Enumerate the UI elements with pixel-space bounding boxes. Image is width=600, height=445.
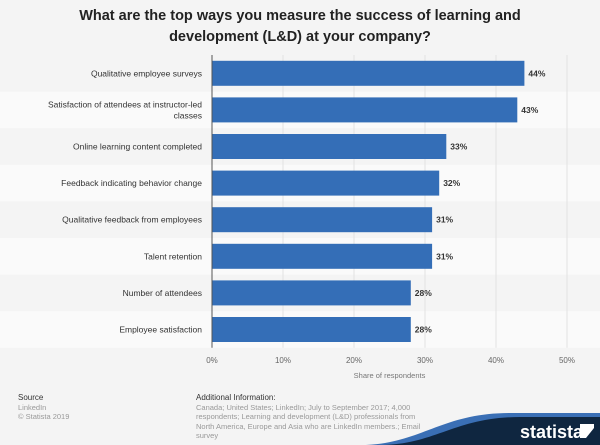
value-label: 33%: [450, 142, 467, 152]
value-label: 31%: [436, 215, 453, 225]
bar: [212, 243, 433, 269]
value-label: 32%: [443, 178, 460, 188]
x-tick-label: 30%: [417, 356, 433, 365]
info-line: respondents; Learning and development (L…: [196, 412, 416, 422]
info-line: Canada; United States; LinkedIn; July to…: [196, 402, 411, 412]
info-line: North America, Europe and Asia who are L…: [196, 421, 421, 431]
source-block: Source LinkedIn © Statista 2019: [18, 393, 69, 422]
bar: [212, 207, 433, 233]
chart-title: What are the top ways you measure the su…: [79, 8, 521, 45]
info-heading: Additional Information:: [196, 393, 276, 402]
additional-info-block: Additional Information: Canada; United S…: [196, 393, 420, 441]
bar: [212, 317, 411, 342]
x-tick-label: 10%: [275, 356, 291, 365]
category-label: Online learning content completed: [73, 142, 202, 152]
value-label: 28%: [415, 325, 432, 335]
bar-chart: 0% 10% 20% 30% 40% 50% Share of respondents 44%…: [47, 55, 576, 380]
value-label: 31%: [436, 251, 453, 261]
category-label: Satisfaction of attendees at instructor-…: [48, 99, 202, 109]
x-tick-label: 0%: [206, 356, 218, 365]
x-tick-label: 20%: [346, 356, 362, 365]
category-label: Qualitative feedback from employees: [62, 215, 202, 225]
info-line: survey: [196, 431, 219, 441]
category-label: Number of attendees: [123, 288, 202, 298]
statista-logo[interactable]: statista: [360, 405, 600, 445]
x-tick-label: 40%: [488, 356, 504, 365]
bar: [212, 170, 440, 196]
copyright-line: © Statista 2019: [18, 412, 70, 422]
logo-text: statista: [520, 422, 584, 442]
source-heading: Source: [18, 393, 44, 402]
source-line[interactable]: LinkedIn: [18, 402, 47, 412]
category-label: Feedback indicating behavior change: [61, 178, 202, 188]
x-tick-label: 50%: [559, 356, 575, 365]
category-label: Qualitative employee surveys: [91, 68, 202, 78]
value-label: 43%: [521, 105, 538, 115]
value-label: 28%: [415, 288, 432, 298]
category-label: classes: [174, 110, 202, 120]
bar: [212, 97, 518, 123]
category-label: Talent retention: [144, 251, 202, 261]
bar: [212, 134, 447, 159]
x-axis-label: Share of respondents: [354, 371, 426, 380]
category-label: Employee satisfaction: [119, 325, 202, 335]
bar: [212, 60, 525, 86]
bar: [212, 280, 411, 306]
value-label: 44%: [528, 68, 545, 78]
logo-mark-icon: [580, 424, 594, 438]
